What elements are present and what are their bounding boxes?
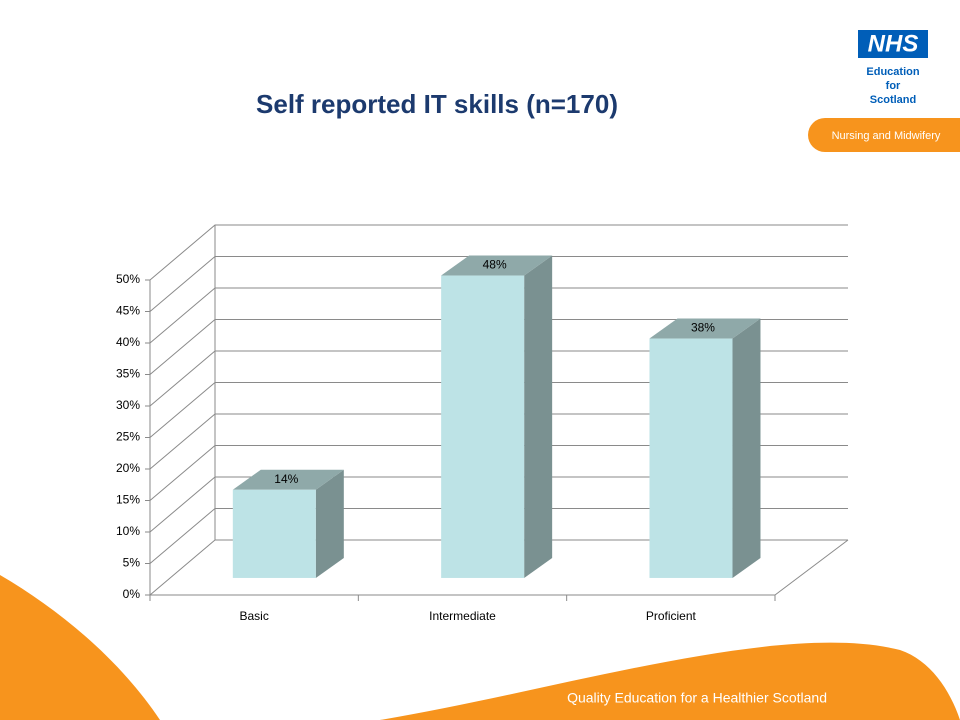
grid-line <box>149 539 848 596</box>
bar <box>441 275 525 578</box>
tag-pill <box>808 118 960 152</box>
y-tick-label: 30% <box>116 398 140 412</box>
bar-top <box>649 318 761 339</box>
bar <box>649 338 733 578</box>
x-tick-label: Intermediate <box>429 609 496 623</box>
chart-title: Self reported IT skills (n=170) <box>256 89 618 119</box>
grid-line <box>149 350 848 407</box>
y-tick-label: 20% <box>116 461 140 475</box>
logo-mark: NHS <box>868 30 919 57</box>
grid-line <box>149 319 848 375</box>
y-tick-label: 15% <box>116 493 140 507</box>
value-label: 14% <box>274 472 298 486</box>
grid-line <box>149 256 848 312</box>
y-tick-label: 40% <box>116 335 140 349</box>
logo-line: for <box>886 80 901 92</box>
footer: Quality Education for a Healthier Scotla… <box>567 690 827 706</box>
logo-box <box>858 30 928 58</box>
grid-line <box>149 508 848 564</box>
grid-line <box>149 382 848 438</box>
x-tick-label: Proficient <box>646 609 697 623</box>
swoosh-left <box>0 575 160 720</box>
tag-text: Nursing and Midwifery <box>832 130 941 142</box>
grid-line <box>149 476 848 533</box>
swoosh-bottom <box>380 642 960 720</box>
y-tick-label: 45% <box>116 304 140 318</box>
y-tick-label: 50% <box>116 272 140 286</box>
y-tick-label: 35% <box>116 367 140 381</box>
y-tick-label: 25% <box>116 430 140 444</box>
x-tick-label: Basic <box>239 609 268 623</box>
grid-line <box>149 224 848 281</box>
y-tick-label: 10% <box>116 524 140 538</box>
value-label: 48% <box>483 258 507 272</box>
bar-top <box>441 255 553 276</box>
grid-line <box>149 445 848 501</box>
chart: 0% 5% 10% 15% 20% 25% 30% 35% 40% 45% 50% Basic 14% I… <box>116 224 849 623</box>
value-label: 38% <box>691 321 715 335</box>
floor-right <box>774 539 849 596</box>
bar <box>232 489 316 578</box>
bar-side <box>732 318 761 578</box>
y-tick-label: 0% <box>123 587 141 601</box>
grid-line <box>149 287 848 344</box>
bar-side <box>524 255 553 578</box>
bar-top <box>232 469 344 490</box>
grid-line <box>149 413 848 470</box>
logo-line: Scotland <box>870 94 916 106</box>
bar-side <box>315 469 344 578</box>
y-tick-label: 5% <box>123 556 141 570</box>
logo-line: Education <box>866 66 919 78</box>
